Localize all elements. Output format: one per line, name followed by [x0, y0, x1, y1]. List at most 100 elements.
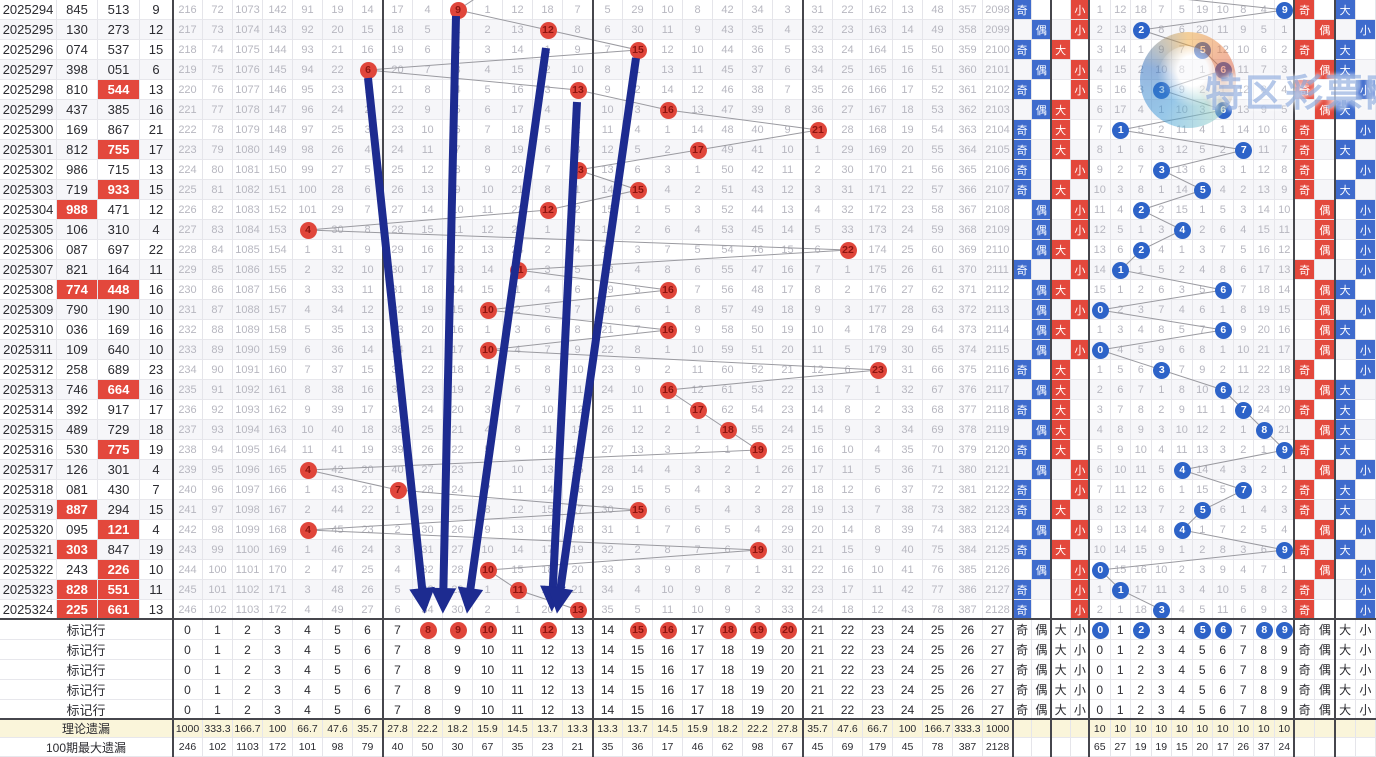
- mark-tail-number-cell: 1: [1110, 640, 1131, 660]
- sum-value-cell: 6: [140, 60, 173, 80]
- tail-parity-odd-cell: 奇: [1295, 260, 1316, 280]
- sum-miss-cell: 221: [173, 100, 203, 120]
- test-number-cell: 437: [57, 100, 98, 120]
- sum-miss-cell: 8: [653, 540, 683, 560]
- sum-size-big-cell: [1051, 20, 1071, 40]
- sum-miss-cell: 366: [953, 180, 983, 200]
- sum-miss-cell: 75: [203, 60, 233, 80]
- tail-size-small-cell: 小: [1355, 200, 1376, 220]
- sum-miss-cell: 6: [653, 500, 683, 520]
- tail-miss-cell: 10: [1213, 580, 1234, 600]
- sum-hit-circle: 4: [299, 521, 317, 539]
- tail-miss-cell: 10: [1233, 340, 1254, 360]
- tail-miss-cell: 6: [1110, 240, 1131, 260]
- sum-parity-odd-cell: [1013, 520, 1033, 540]
- sum-miss-cell: 16: [893, 60, 923, 80]
- sum-miss-cell: 32: [383, 300, 413, 320]
- mark-sum-number-cell: 4: [293, 700, 323, 720]
- tail-miss-cell: 8: [1090, 140, 1111, 160]
- sum-miss-cell: 9: [683, 320, 713, 340]
- tail-miss-cell: 3: [1233, 460, 1254, 480]
- sum-miss-cell: 4: [473, 60, 503, 80]
- sum-miss-cell: 6: [503, 380, 533, 400]
- sum-miss-cell: 164: [263, 440, 293, 460]
- sum-miss-cell: 8: [473, 500, 503, 520]
- max-miss-sum-cell: 50: [413, 738, 443, 757]
- sum-miss-cell: 240: [173, 480, 203, 500]
- sum-miss-cell: 216: [173, 0, 203, 20]
- sum-miss-cell: 5: [803, 220, 833, 240]
- max-miss-sum-cell: 40: [383, 738, 413, 757]
- tail-miss-cell: 19: [1274, 380, 1295, 400]
- sum-value-cell: 11: [140, 260, 173, 280]
- mark-sum-circle: 8: [419, 621, 437, 639]
- sum-miss-cell: 40: [743, 120, 773, 140]
- sum-miss-cell: 222: [173, 120, 203, 140]
- tail-miss-cell: 7: [1213, 520, 1234, 540]
- result-number-cell: 544: [98, 80, 140, 100]
- sum-size-big-cell: 大: [1051, 540, 1071, 560]
- sum-miss-cell: 2107: [983, 180, 1013, 200]
- tail-parity-even-cell: 偶: [1315, 380, 1336, 400]
- tail-miss-cell: 2: [1110, 300, 1131, 320]
- sum-miss-cell: 44: [713, 40, 743, 60]
- mark-tail-number-cell: 9: [1274, 680, 1295, 700]
- result-number-cell: 164: [98, 260, 140, 280]
- tail-miss-cell: 5: [1110, 220, 1131, 240]
- tail-miss-cell: 8: [1213, 260, 1234, 280]
- sum-miss-cell: 7: [833, 380, 863, 400]
- sum-miss-cell: 18: [503, 120, 533, 140]
- mark-sum-number-cell: 11: [503, 700, 533, 720]
- sum-miss-cell: 14: [773, 220, 803, 240]
- sum-miss-cell: 91: [203, 380, 233, 400]
- sum-miss-cell: 10: [653, 580, 683, 600]
- tail-parity-even-cell: [1315, 360, 1336, 380]
- sum-miss-cell: 14: [833, 520, 863, 540]
- max-miss-empty-cell: [1013, 738, 1033, 757]
- thick-separator: [1293, 0, 1295, 757]
- mark-sum-number-cell: 23: [863, 640, 893, 660]
- theory-miss-sum-cell: 27.8: [383, 720, 413, 738]
- sum-miss-cell: 2: [293, 500, 323, 520]
- sum-miss-cell: 98: [203, 520, 233, 540]
- sum-parity-odd-cell: 奇: [1013, 180, 1033, 200]
- mark-tail-number-cell: [1192, 620, 1213, 640]
- sum-miss-cell: 232: [173, 320, 203, 340]
- tail-size-big-cell: [1335, 160, 1356, 180]
- sum-miss-cell: 20: [593, 300, 623, 320]
- sum-miss-cell: 3: [653, 160, 683, 180]
- sum-miss-cell: 11: [593, 120, 623, 140]
- sum-miss-cell: 379: [953, 440, 983, 460]
- sum-miss-cell: 7: [353, 200, 383, 220]
- sum-miss-cell: 14: [443, 280, 473, 300]
- theory-miss-tail-cell: 10: [1131, 720, 1152, 738]
- sum-miss-cell: 171: [263, 580, 293, 600]
- tail-miss-cell: 10: [1110, 460, 1131, 480]
- tail-hit-circle: 4: [1173, 461, 1191, 479]
- sum-miss-cell: 43: [323, 480, 353, 500]
- mark-tail-number-cell: 7: [1233, 640, 1254, 660]
- sum-miss-cell: 2098: [983, 0, 1013, 20]
- tail-miss-cell: 2: [1192, 540, 1213, 560]
- tail-size-small-cell: 小: [1355, 600, 1376, 620]
- tail-miss-cell: 10: [1172, 420, 1193, 440]
- sum-miss-cell: 20: [443, 400, 473, 420]
- tail-miss-cell: 5: [1233, 240, 1254, 260]
- tail-miss-cell: 2: [1131, 60, 1152, 80]
- sum-miss-cell: 14: [413, 200, 443, 220]
- sum-miss-cell: 5: [773, 40, 803, 60]
- sum-size-big-cell: 大: [1051, 40, 1071, 60]
- tail-size-big-cell: [1335, 300, 1356, 320]
- sum-miss-cell: 24: [893, 220, 923, 240]
- sum-miss-cell: 20: [533, 600, 563, 620]
- sum-miss-cell: 4: [413, 0, 443, 20]
- sum-parity-odd-cell: 奇: [1013, 140, 1033, 160]
- sum-miss-cell: 7: [623, 320, 653, 340]
- sum-miss-cell: 4: [563, 240, 593, 260]
- mark-parity-size-cell: 大: [1051, 620, 1071, 640]
- sum-miss-cell: 86: [203, 280, 233, 300]
- sum-miss-cell: 9: [353, 240, 383, 260]
- max-miss-sum-cell: 62: [713, 738, 743, 757]
- sum-miss-cell: 16: [773, 260, 803, 280]
- theory-miss-sum-cell: 1000: [173, 720, 203, 738]
